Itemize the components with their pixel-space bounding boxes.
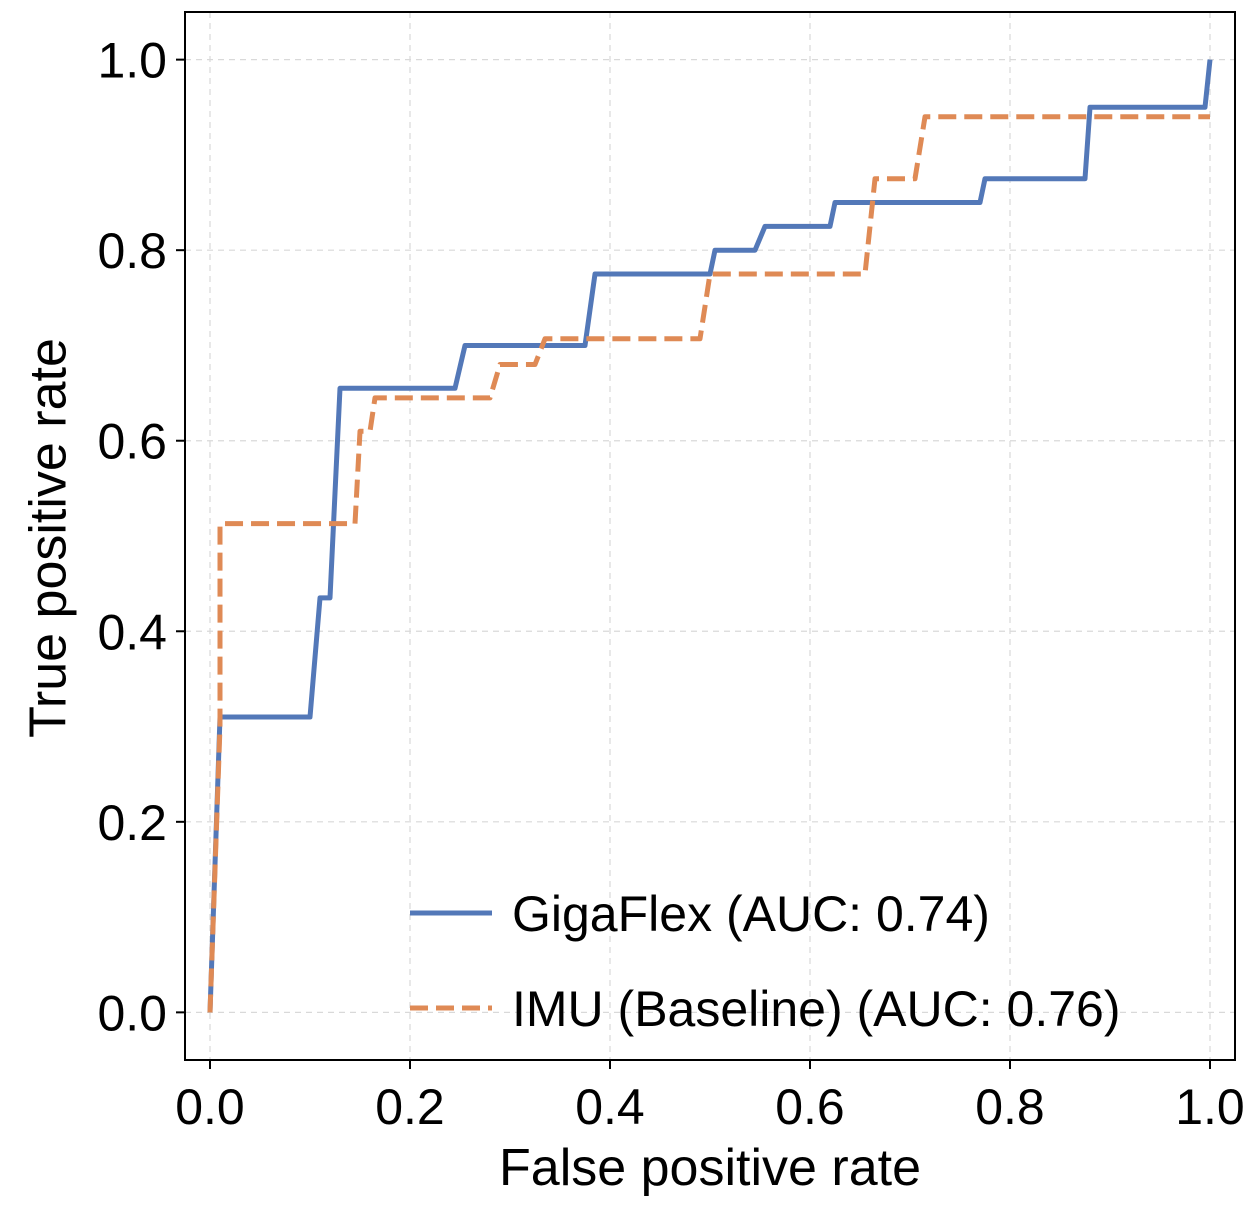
y-tick-label: 0.2 — [97, 795, 167, 851]
x-tick-label: 0.4 — [575, 1079, 645, 1135]
y-tick-label: 1.0 — [97, 33, 167, 89]
legend: GigaFlex (AUC: 0.74) IMU (Baseline) (AUC:… — [410, 886, 1121, 1037]
y-tick-label: 0.6 — [97, 414, 167, 470]
y-tick-label: 0.0 — [97, 985, 167, 1041]
legend-label-0: GigaFlex (AUC: 0.74) — [512, 886, 990, 942]
y-tick-label: 0.8 — [97, 223, 167, 279]
x-tick-label: 0.0 — [175, 1079, 245, 1135]
series-line-0 — [207, 59, 1213, 1013]
plot-frame — [184, 11, 1236, 1061]
y-axis-title: True positive rate — [20, 338, 78, 738]
x-axis-title: False positive rate — [499, 1139, 921, 1197]
y-tick-label: 0.4 — [97, 604, 167, 660]
x-tick-label: 1.0 — [1175, 1079, 1245, 1135]
series-lines — [207, 59, 1213, 1013]
x-tick-label: 0.8 — [975, 1079, 1045, 1135]
axis-ticks: 0.0 0.2 0.4 0.6 0.8 1.0 0.0 0.2 0.4 0.6 0.8 1.0 — [97, 33, 1244, 1135]
legend-label-1: IMU (Baseline) (AUC: 0.76) — [512, 981, 1121, 1037]
x-tick-label: 0.2 — [375, 1079, 445, 1135]
series-line-1 — [207, 114, 1210, 1013]
gridlines — [185, 12, 1235, 1060]
x-tick-label: 0.6 — [775, 1079, 845, 1135]
